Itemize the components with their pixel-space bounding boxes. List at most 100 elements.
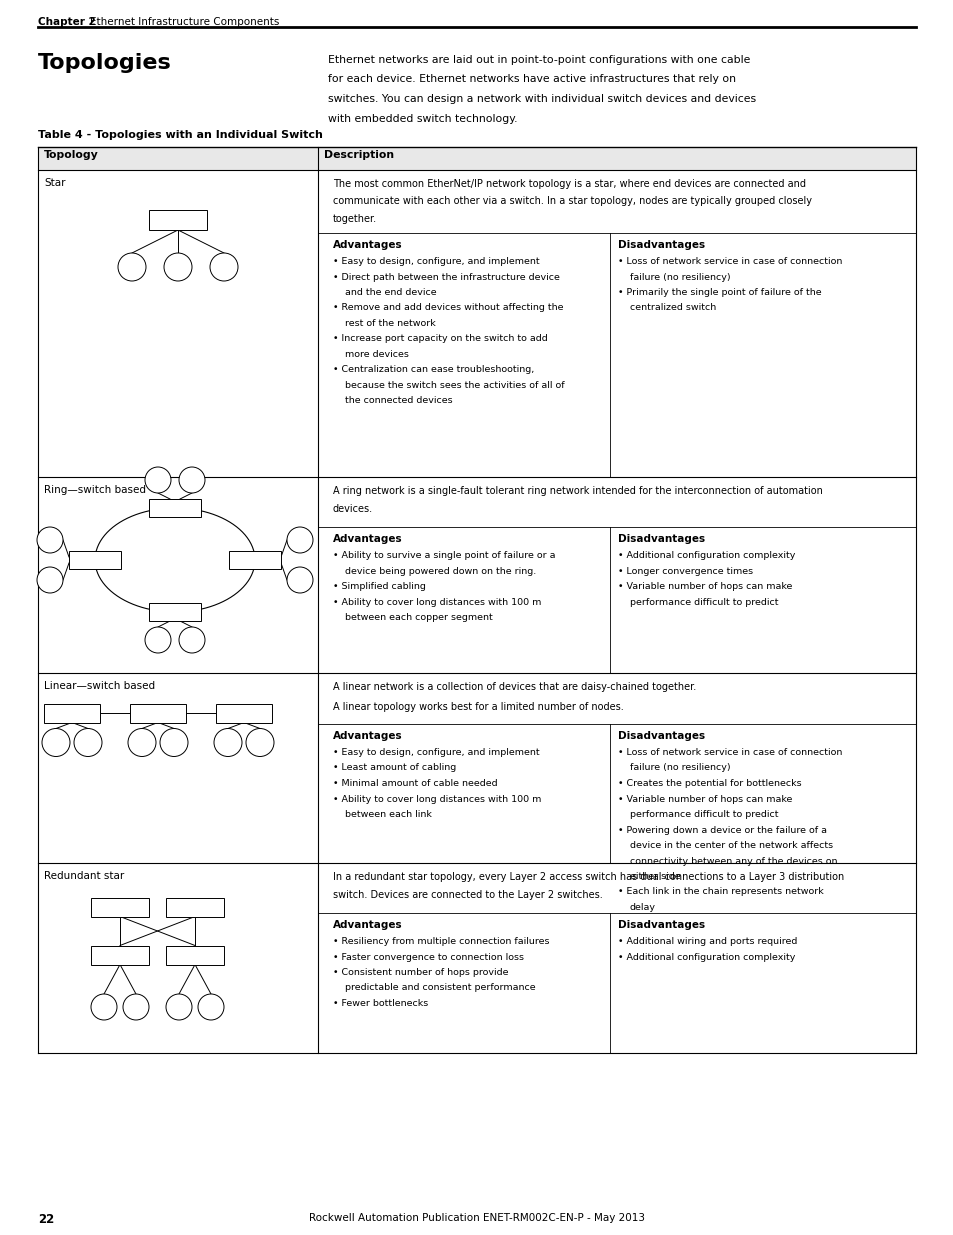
Text: and the end device: and the end device: [345, 288, 436, 296]
Text: performance difficult to predict: performance difficult to predict: [629, 810, 778, 819]
Text: communicate with each other via a switch. In a star topology, nodes are typicall: communicate with each other via a switch…: [333, 196, 811, 206]
Text: device being powered down on the ring.: device being powered down on the ring.: [345, 567, 536, 576]
Text: • Longer convergence times: • Longer convergence times: [618, 567, 752, 576]
Text: Disadvantages: Disadvantages: [618, 920, 704, 930]
Text: because the switch sees the activities of all of: because the switch sees the activities o…: [345, 382, 564, 390]
Text: D: D: [296, 576, 303, 584]
Text: Switch: Switch: [144, 709, 172, 718]
Text: D: D: [47, 536, 52, 545]
Text: devices.: devices.: [333, 504, 373, 514]
Text: Table 4 - Topologies with an Individual Switch: Table 4 - Topologies with an Individual …: [38, 130, 322, 140]
Text: In a redundant star topology, every Layer 2 access switch has dual connections t: In a redundant star topology, every Laye…: [333, 872, 843, 882]
Text: D: D: [155, 475, 161, 484]
Bar: [149, 603, 201, 621]
Text: 22: 22: [38, 1213, 54, 1226]
Text: D: D: [85, 739, 91, 747]
Text: Chapter 2: Chapter 2: [38, 17, 95, 27]
Text: • Easy to design, configure, and implement: • Easy to design, configure, and impleme…: [333, 257, 539, 266]
Text: Rockwell Automation Publication ENET-RM002C-EN-P - May 2013: Rockwell Automation Publication ENET-RM0…: [309, 1213, 644, 1223]
Text: failure (no resiliency): failure (no resiliency): [629, 273, 730, 282]
Bar: [44, 704, 100, 722]
Text: • Easy to design, configure, and implement: • Easy to design, configure, and impleme…: [333, 748, 539, 757]
Text: the connected devices: the connected devices: [345, 396, 452, 405]
Text: Star: Star: [44, 178, 66, 188]
Text: • Simplified cabling: • Simplified cabling: [333, 582, 425, 592]
Text: Advantages: Advantages: [333, 731, 402, 741]
Text: predictable and consistent performance: predictable and consistent performance: [345, 983, 535, 993]
Text: D: D: [174, 263, 181, 272]
Text: switch. Devices are connected to the Layer 2 switches.: switch. Devices are connected to the Lay…: [333, 889, 602, 899]
Text: • Ability to survive a single point of failure or a: • Ability to survive a single point of f…: [333, 551, 555, 559]
Circle shape: [145, 467, 171, 493]
Text: • Variable number of hops can make: • Variable number of hops can make: [618, 582, 792, 592]
Text: • Faster convergence to connection loss: • Faster convergence to connection loss: [333, 952, 523, 962]
Circle shape: [213, 729, 242, 757]
Text: Topologies: Topologies: [38, 53, 172, 73]
Text: • Ability to cover long distances with 100 m: • Ability to cover long distances with 1…: [333, 598, 540, 606]
Text: Advantages: Advantages: [333, 240, 402, 249]
Text: • Variable number of hops can make: • Variable number of hops can make: [618, 794, 792, 804]
Text: centralized switch: centralized switch: [629, 304, 716, 312]
Bar: [229, 551, 281, 569]
Text: D: D: [155, 636, 161, 645]
Circle shape: [164, 253, 192, 282]
Text: D: D: [208, 1003, 213, 1011]
Text: • Centralization can ease troubleshooting,: • Centralization can ease troubleshootin…: [333, 366, 534, 374]
Text: • Powering down a device or the failure of a: • Powering down a device or the failure …: [618, 825, 826, 835]
Text: Layer 3: Layer 3: [104, 903, 135, 911]
Text: • Increase port capacity on the switch to add: • Increase port capacity on the switch t…: [333, 335, 547, 343]
Text: D: D: [52, 739, 59, 747]
Text: • Minimal amount of cable needed: • Minimal amount of cable needed: [333, 779, 497, 788]
Text: A ring network is a single-fault tolerant ring network intended for the intercon: A ring network is a single-fault toleran…: [333, 487, 822, 496]
Text: • Additional configuration complexity: • Additional configuration complexity: [618, 551, 795, 559]
Bar: [215, 704, 272, 722]
Text: delay: delay: [629, 903, 656, 911]
Text: D: D: [189, 636, 194, 645]
Text: • Primarily the single point of failure of the: • Primarily the single point of failure …: [618, 288, 821, 296]
Text: • Additional wiring and ports required: • Additional wiring and ports required: [618, 937, 797, 946]
Bar: [91, 898, 149, 916]
Circle shape: [179, 467, 205, 493]
Text: • Loss of network service in case of connection: • Loss of network service in case of con…: [618, 257, 841, 266]
Text: D: D: [220, 263, 227, 272]
Text: Ethernet Infrastructure Components: Ethernet Infrastructure Components: [90, 17, 279, 27]
Text: between each link: between each link: [345, 810, 432, 819]
Text: either side: either side: [629, 872, 679, 881]
Text: Advantages: Advantages: [333, 920, 402, 930]
Circle shape: [179, 627, 205, 653]
Circle shape: [210, 253, 237, 282]
Text: • Each link in the chain represents network: • Each link in the chain represents netw…: [618, 888, 822, 897]
Bar: [38, 147, 915, 170]
Text: D: D: [256, 739, 263, 747]
Circle shape: [37, 527, 63, 553]
Bar: [166, 898, 224, 916]
Bar: [69, 551, 121, 569]
Circle shape: [118, 253, 146, 282]
Text: • Least amount of cabling: • Least amount of cabling: [333, 763, 456, 773]
Text: Disadvantages: Disadvantages: [618, 534, 704, 543]
Text: Layer 3: Layer 3: [179, 903, 211, 911]
Text: rest of the network: rest of the network: [345, 319, 436, 329]
Text: Switch: Switch: [58, 709, 86, 718]
Circle shape: [91, 994, 117, 1020]
Circle shape: [74, 729, 102, 757]
Text: Disadvantages: Disadvantages: [618, 731, 704, 741]
Text: Layer 2: Layer 2: [179, 951, 211, 960]
Circle shape: [287, 567, 313, 593]
Text: D: D: [189, 475, 194, 484]
Circle shape: [37, 567, 63, 593]
Text: The most common EtherNet/IP network topology is a star, where end devices are co: The most common EtherNet/IP network topo…: [333, 179, 805, 189]
Bar: [166, 946, 224, 965]
Text: D: D: [132, 1003, 139, 1011]
Text: D: D: [138, 739, 145, 747]
Bar: [149, 499, 201, 517]
Text: Ring—switch based: Ring—switch based: [44, 485, 146, 495]
Text: A linear network is a collection of devices that are daisy-chained together.: A linear network is a collection of devi…: [333, 682, 696, 692]
Circle shape: [160, 729, 188, 757]
Text: • Loss of network service in case of connection: • Loss of network service in case of con…: [618, 748, 841, 757]
Circle shape: [128, 729, 156, 757]
Text: Switch: Switch: [161, 608, 189, 616]
Text: Ethernet networks are laid out in point-to-point configurations with one cable: Ethernet networks are laid out in point-…: [328, 56, 750, 65]
Circle shape: [123, 994, 149, 1020]
Text: together.: together.: [333, 214, 376, 224]
